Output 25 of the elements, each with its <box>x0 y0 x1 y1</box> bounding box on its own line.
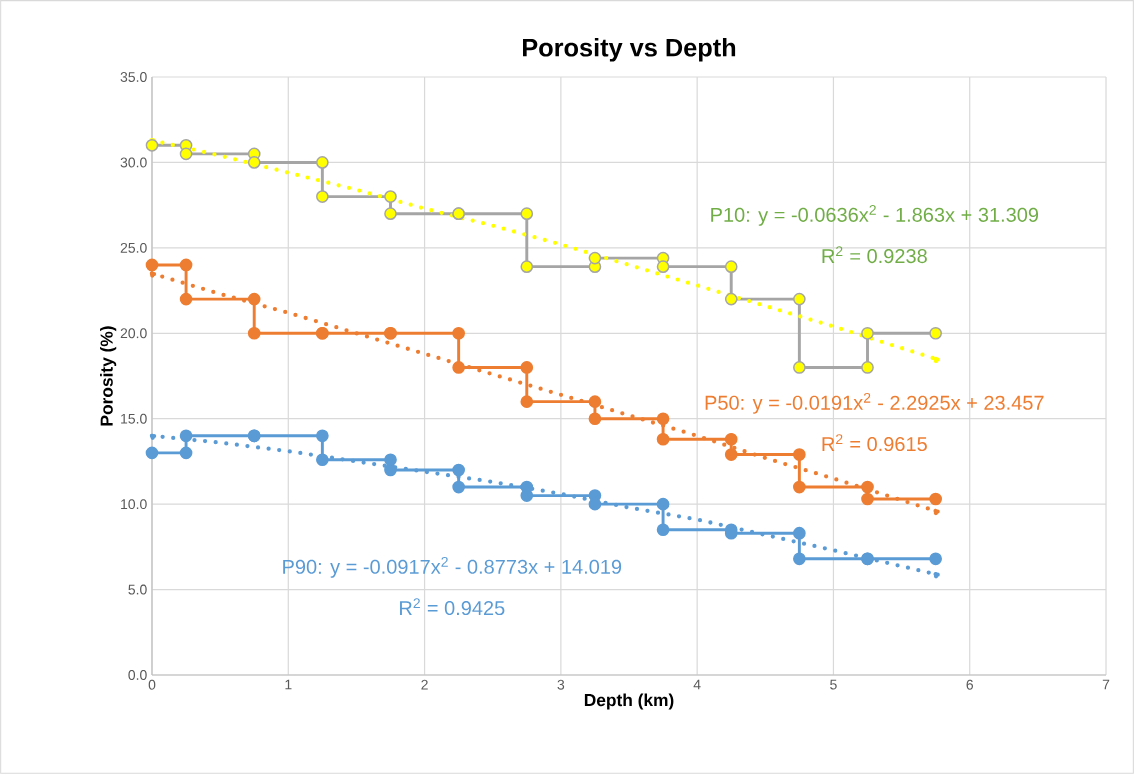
x-tick-label: 0 <box>148 679 156 690</box>
x-axis-title: Depth (km) <box>584 693 674 710</box>
y-tick-label: 20.0 <box>120 328 147 339</box>
y-tick-label: 30.0 <box>120 157 147 168</box>
annotation: R$^{2}$ = 0.9238 <box>822 246 927 264</box>
x-tick-label: 4 <box>693 679 701 690</box>
y-tick-label: 10.0 <box>121 499 147 510</box>
x-tick-label: 3 <box>557 679 565 690</box>
chart-title: Porosity vs Depth <box>523 38 736 62</box>
y-tick-label: 15.0 <box>121 413 147 424</box>
annotation: R$^{2}$ = 0.9425 <box>400 598 505 616</box>
y-tick-label: 5.0 <box>128 584 147 595</box>
x-tick-label: 6 <box>966 679 974 690</box>
annotation: P10: y = -0.0636x$^{2}$ - 1.863x + 31.309 <box>711 204 1039 226</box>
annotation: R$^{2}$ = 0.9615 <box>822 434 927 452</box>
x-tick-label: 2 <box>421 679 428 690</box>
annotation: P90: y = -0.0917x$^{2}$ - 0.8773x + 14.019 <box>283 556 622 578</box>
y-axis-title: Porosity (%) <box>100 326 117 426</box>
x-tick-label: 7 <box>1102 679 1110 690</box>
annotation: P50: y = -0.0191x$^{2}$ - 2.2925x + 23.457 <box>705 392 1044 414</box>
x-tick-label: 5 <box>830 679 837 690</box>
y-tick-label: 0.0 <box>128 670 147 680</box>
x-tick-label: 1 <box>285 679 292 690</box>
y-tick-label: 35.0 <box>120 72 147 82</box>
y-tick-label: 25.0 <box>120 242 147 253</box>
